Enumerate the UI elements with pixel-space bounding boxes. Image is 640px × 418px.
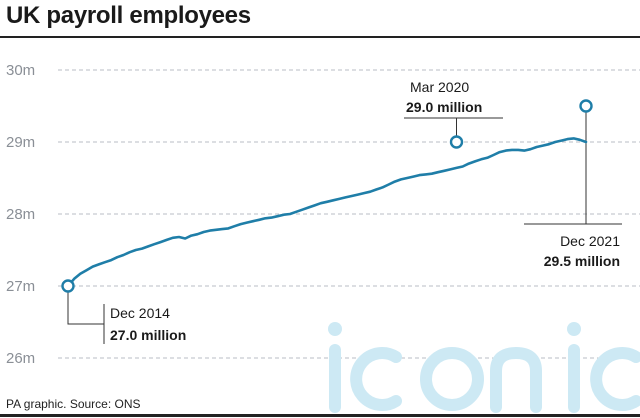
annotation-value: 29.0 million: [406, 99, 482, 115]
y-tick-label: 28m: [6, 206, 35, 223]
annotation-leader: [67, 286, 105, 344]
annotation-date: Dec 2014: [110, 305, 170, 321]
chart-title: UK payroll employees: [6, 2, 251, 29]
annotation-date: Mar 2020: [410, 79, 469, 95]
iconic-watermark-logo: [328, 322, 640, 413]
source-note: PA graphic. Source: ONS: [6, 397, 141, 411]
annotation-marker: [449, 135, 464, 149]
y-tick-label: 26m: [6, 350, 35, 367]
annotation-value: 29.5 million: [544, 253, 620, 269]
title-rule: [0, 36, 640, 38]
y-tick-label: 30m: [6, 62, 35, 79]
series-line: [66, 137, 588, 288]
annotation-value: 27.0 million: [110, 327, 186, 343]
annotation-marker: [579, 99, 593, 113]
y-tick-label: 27m: [6, 278, 35, 295]
gridlines: [58, 69, 640, 359]
bottom-rule: [0, 414, 640, 417]
y-tick-label: 29m: [6, 134, 35, 151]
y-axis-ticks: 26m 27m 28m 29m 30m: [6, 62, 35, 367]
annotation-leaders: [67, 106, 622, 344]
annotation-marker: [61, 279, 75, 293]
annotation-markers: [61, 99, 593, 293]
annotation-labels: Dec 2014 27.0 million Mar 2020 29.0 million…: [110, 79, 620, 343]
annotation-leader: [524, 106, 622, 225]
annotation-date: Dec 2021: [560, 233, 620, 249]
